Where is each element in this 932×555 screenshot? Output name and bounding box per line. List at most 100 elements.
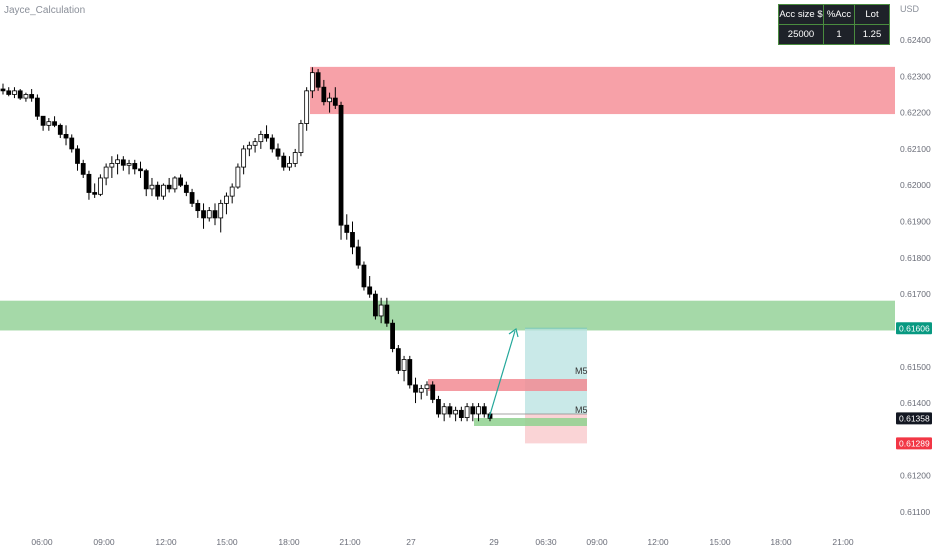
- candle-body: [46, 121, 52, 126]
- candle-body: [115, 159, 120, 164]
- price-axis[interactable]: 0.62400 0.62300 0.62200 0.62100 0.62000 0.619…: [896, 35, 932, 517]
- candle-body: [407, 359, 413, 386]
- candle: [252, 138, 258, 153]
- candle: [401, 355, 407, 382]
- candle: [201, 203, 206, 229]
- candle: [6, 87, 12, 97]
- candle-body: [120, 159, 126, 166]
- price-badge-label: 0.61606: [899, 323, 930, 333]
- projection-arrow: [488, 327, 519, 419]
- candle-body: [23, 94, 29, 99]
- candle: [413, 377, 418, 404]
- candle-body: [309, 72, 315, 92]
- price-tick-label: 0.62200: [900, 108, 931, 118]
- candle: [361, 261, 367, 291]
- candle-body: [126, 163, 132, 166]
- candle: [441, 403, 447, 422]
- candle: [206, 207, 212, 222]
- time-axis[interactable]: 06:00 09:00 12:00 15:00 18:00 21:00 27 29 06:30 0…: [31, 537, 854, 547]
- account-table: Acc size $ %Acc Lot 25000 1 1.25: [778, 4, 890, 45]
- price-tick-label: 0.62100: [900, 144, 931, 154]
- candle: [235, 163, 241, 189]
- candle-body: [195, 202, 201, 212]
- candle-body: [304, 90, 310, 124]
- candle: [418, 384, 424, 400]
- candle: [355, 239, 361, 269]
- candle-body: [418, 388, 424, 393]
- candle: [332, 87, 338, 109]
- time-tick-label: 06:00: [31, 537, 53, 547]
- candle: [218, 199, 224, 233]
- table-row: 25000 1 1.25: [778, 24, 890, 45]
- zones-layer: [0, 66, 895, 331]
- header-lot: Lot: [854, 4, 890, 25]
- candle: [287, 156, 292, 171]
- candle-body: [344, 224, 350, 233]
- candle: [338, 101, 344, 240]
- candle: [109, 156, 115, 178]
- candle-body: [481, 406, 487, 415]
- candle: [34, 94, 40, 120]
- candle: [470, 403, 476, 422]
- m5-demand-zone: [474, 418, 587, 426]
- candle-body: [413, 384, 418, 393]
- candle: [23, 92, 29, 102]
- candle-body: [138, 168, 143, 172]
- candle: [327, 92, 332, 113]
- candle-body: [40, 115, 46, 126]
- candle-body: [86, 173, 92, 193]
- candle: [86, 170, 92, 200]
- candle-body: [29, 94, 35, 99]
- time-tick-label: 09:00: [586, 537, 608, 547]
- candle: [138, 161, 143, 178]
- candle-body: [464, 406, 470, 419]
- candle-body: [241, 148, 247, 168]
- candle: [269, 134, 275, 153]
- price-badge-label: 0.61289: [899, 438, 930, 448]
- candle-body: [275, 148, 281, 157]
- m5-label: M5: [575, 366, 588, 376]
- candle-body: [287, 163, 292, 168]
- price-tick-label: 0.62300: [900, 71, 931, 81]
- candle: [75, 145, 80, 171]
- candle-body: [447, 406, 453, 415]
- supply-zone: [310, 66, 895, 115]
- candle: [92, 183, 98, 198]
- candle: [264, 125, 269, 142]
- candle: [126, 159, 132, 175]
- candle-body: [367, 286, 373, 295]
- value-acc-size: 25000: [778, 24, 824, 45]
- candle: [258, 130, 264, 149]
- candle: [350, 221, 355, 255]
- candle-body: [0, 88, 6, 92]
- candle-body: [321, 86, 327, 103]
- time-tick-label: 06:30: [535, 537, 557, 547]
- arrow-head: [508, 327, 519, 338]
- candle-body: [453, 409, 459, 415]
- candle-body: [327, 97, 332, 103]
- candle-body: [149, 184, 155, 190]
- price-tick-label: 0.61400: [900, 398, 931, 408]
- candles-layer: [0, 67, 493, 422]
- candle: [212, 203, 218, 226]
- candle-body: [269, 137, 275, 150]
- candle-body: [470, 406, 476, 415]
- candle: [315, 69, 321, 91]
- candle-body: [350, 232, 355, 248]
- candle: [183, 181, 189, 197]
- candle-body: [80, 163, 86, 175]
- candle: [241, 145, 247, 175]
- candle: [436, 395, 441, 418]
- candle-body: [17, 90, 23, 99]
- arrow-line: [488, 330, 516, 419]
- header-percent-acc: %Acc: [823, 4, 855, 25]
- candle-body: [109, 163, 115, 168]
- candle: [458, 406, 464, 422]
- candle-body: [395, 348, 401, 371]
- time-tick-label: 15:00: [709, 537, 731, 547]
- candle: [304, 87, 310, 131]
- candle: [40, 115, 46, 131]
- candle: [281, 152, 287, 171]
